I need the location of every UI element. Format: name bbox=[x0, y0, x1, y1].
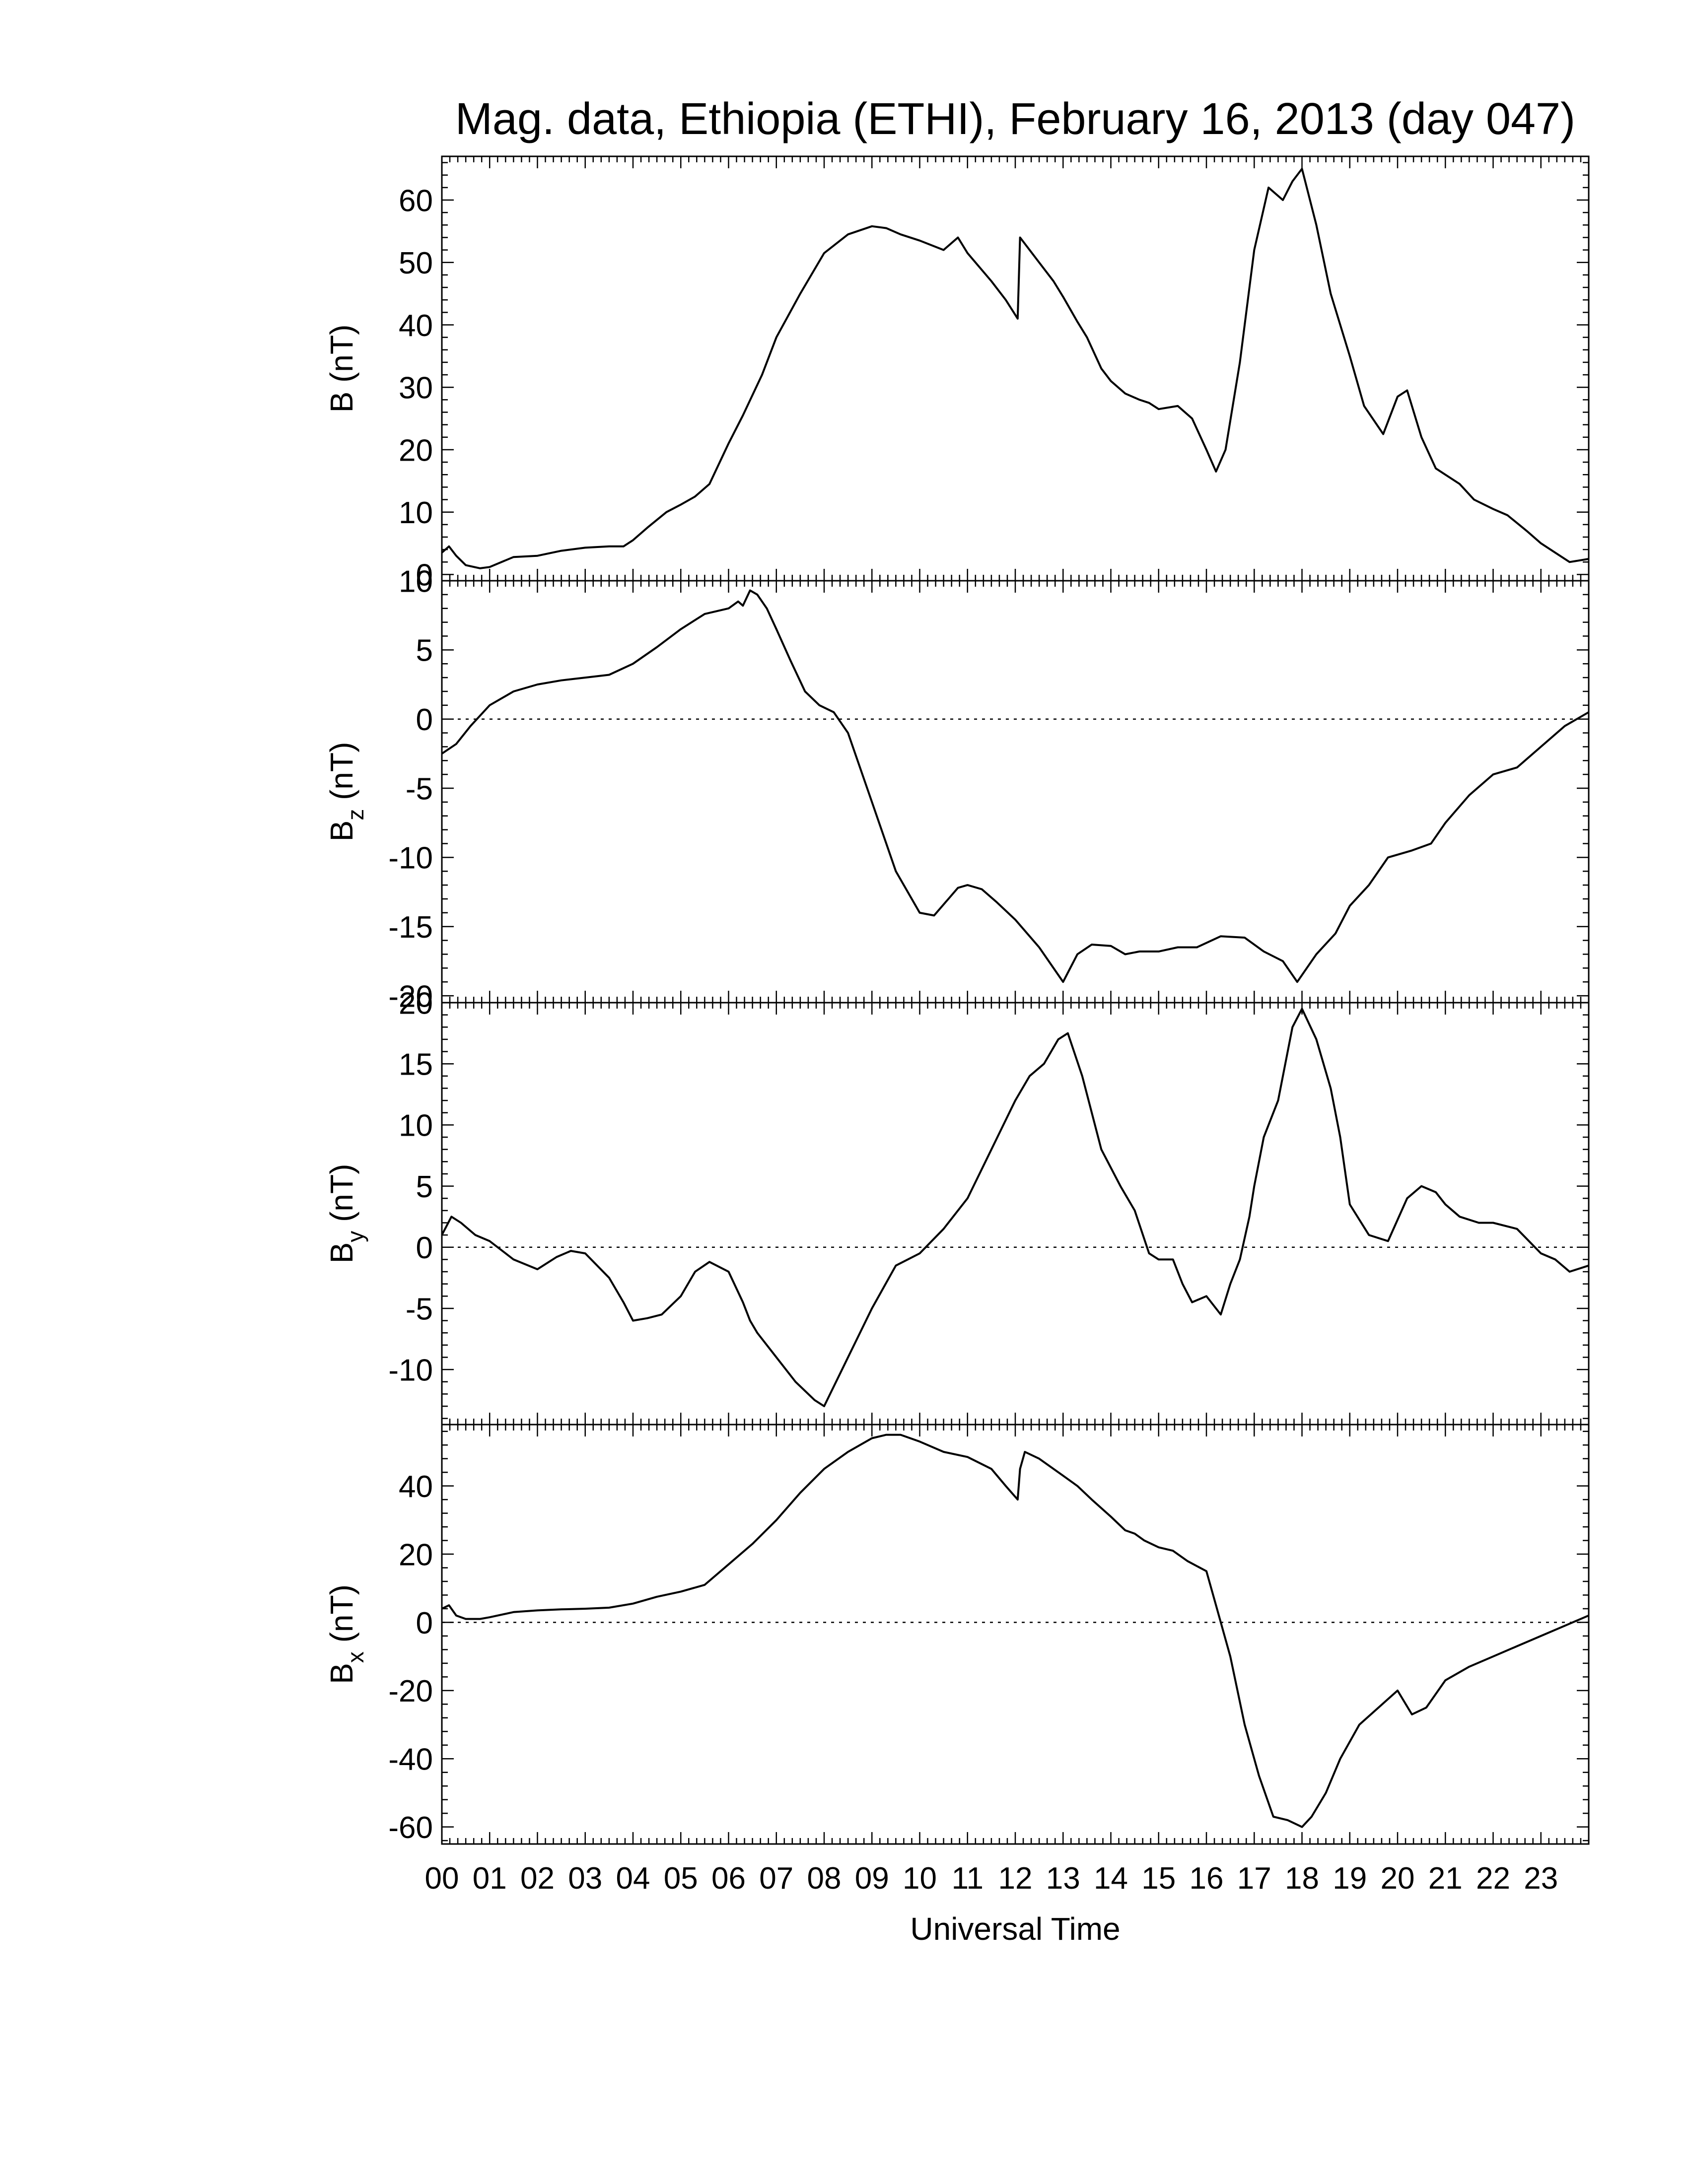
panel-b: 0 10 20 30 40 50 60 B (nT) bbox=[324, 155, 1590, 593]
panel-frame bbox=[441, 1424, 1590, 1845]
x-tick-label: 11 bbox=[952, 1861, 984, 1896]
y-axis-label: B (nT) bbox=[324, 325, 359, 413]
series-line-bz bbox=[441, 589, 1590, 983]
x-tick-label: 20 bbox=[1381, 1861, 1415, 1896]
panel-by: -10 -5 0 5 10 15 20 By (nT) bbox=[324, 986, 1590, 1426]
y-axis-label: Bx (nT) bbox=[324, 1584, 368, 1684]
x-tick-label: 09 bbox=[855, 1861, 889, 1896]
y-tick-label: 5 bbox=[416, 634, 433, 668]
x-tick-label: 07 bbox=[759, 1861, 793, 1896]
y-tick-label: -20 bbox=[388, 979, 433, 1014]
x-tick-label: 17 bbox=[1237, 1861, 1271, 1896]
x-tick-label: 12 bbox=[998, 1861, 1033, 1896]
x-tick-label: 19 bbox=[1333, 1861, 1367, 1896]
y-tick-label: -5 bbox=[406, 772, 433, 806]
y-tick-label: 20 bbox=[399, 986, 433, 1021]
y-tick-label: -60 bbox=[388, 1811, 433, 1845]
y-tick-label: 40 bbox=[399, 1470, 433, 1504]
x-tick-label: 18 bbox=[1285, 1861, 1319, 1896]
y-tick-label: 15 bbox=[399, 1048, 433, 1082]
x-tick-label: 04 bbox=[616, 1861, 650, 1896]
y-tick-label: -40 bbox=[388, 1743, 433, 1777]
x-tick-label: 00 bbox=[425, 1861, 459, 1896]
y-tick-label: 60 bbox=[399, 184, 433, 218]
x-tick-label: 16 bbox=[1190, 1861, 1224, 1896]
x-tick-label: 23 bbox=[1524, 1861, 1558, 1896]
y-tick-label: -15 bbox=[388, 910, 433, 945]
y-axis-label: Bz (nT) bbox=[324, 742, 368, 842]
y-tick-label: 0 bbox=[416, 1606, 433, 1640]
y-tick-label: 30 bbox=[399, 371, 433, 406]
x-tick-label: 02 bbox=[520, 1861, 555, 1896]
y-tick-label: 10 bbox=[399, 496, 433, 530]
series-line-by bbox=[441, 1008, 1589, 1407]
x-tick-label: 08 bbox=[807, 1861, 842, 1896]
series-line-b bbox=[441, 168, 1589, 569]
y-tick-label: 50 bbox=[399, 246, 433, 280]
x-tick-label: 10 bbox=[903, 1861, 937, 1896]
chart-title: Mag. data, Ethiopia (ETHI), February 16,… bbox=[455, 94, 1575, 144]
x-tick-label: 21 bbox=[1428, 1861, 1463, 1896]
x-tick-label: 01 bbox=[473, 1861, 507, 1896]
panel-frame bbox=[441, 580, 1590, 1004]
y-tick-label: -10 bbox=[388, 841, 433, 876]
y-tick-label: 5 bbox=[416, 1170, 433, 1204]
x-tick-label: 05 bbox=[664, 1861, 698, 1896]
y-tick-label: -10 bbox=[388, 1353, 433, 1387]
x-tick-label: 03 bbox=[568, 1861, 602, 1896]
x-tick-label: 06 bbox=[711, 1861, 746, 1896]
y-axis-label: By (nT) bbox=[324, 1164, 368, 1264]
y-tick-label: 10 bbox=[399, 564, 433, 599]
y-tick-label: 0 bbox=[416, 1231, 433, 1265]
y-tick-label: 0 bbox=[416, 558, 433, 593]
y-tick-label: 20 bbox=[399, 1538, 433, 1572]
series-line-bx bbox=[441, 1433, 1589, 1828]
panel-frame bbox=[441, 1002, 1590, 1426]
x-tick-label: 22 bbox=[1476, 1861, 1510, 1896]
y-tick-label: -5 bbox=[406, 1292, 433, 1326]
x-tick-label: 13 bbox=[1046, 1861, 1080, 1896]
y-tick-label: -20 bbox=[388, 1674, 433, 1708]
y-tick-label: 10 bbox=[399, 1109, 433, 1143]
panel-bx: -60 -40 -20 0 20 40 Bx (nT) bbox=[324, 1424, 1590, 1845]
x-axis-label: Universal Time bbox=[910, 1911, 1120, 1947]
y-tick-label: 20 bbox=[399, 433, 433, 468]
panel-frame bbox=[441, 155, 1590, 582]
x-tick-label: 14 bbox=[1094, 1861, 1128, 1896]
y-tick-label: 40 bbox=[399, 309, 433, 343]
x-tick-label: 15 bbox=[1141, 1861, 1176, 1896]
y-tick-label: 0 bbox=[416, 703, 433, 737]
panel-bz: -20 -15 -10 -5 0 5 10 Bz (nT) bbox=[324, 564, 1590, 1014]
